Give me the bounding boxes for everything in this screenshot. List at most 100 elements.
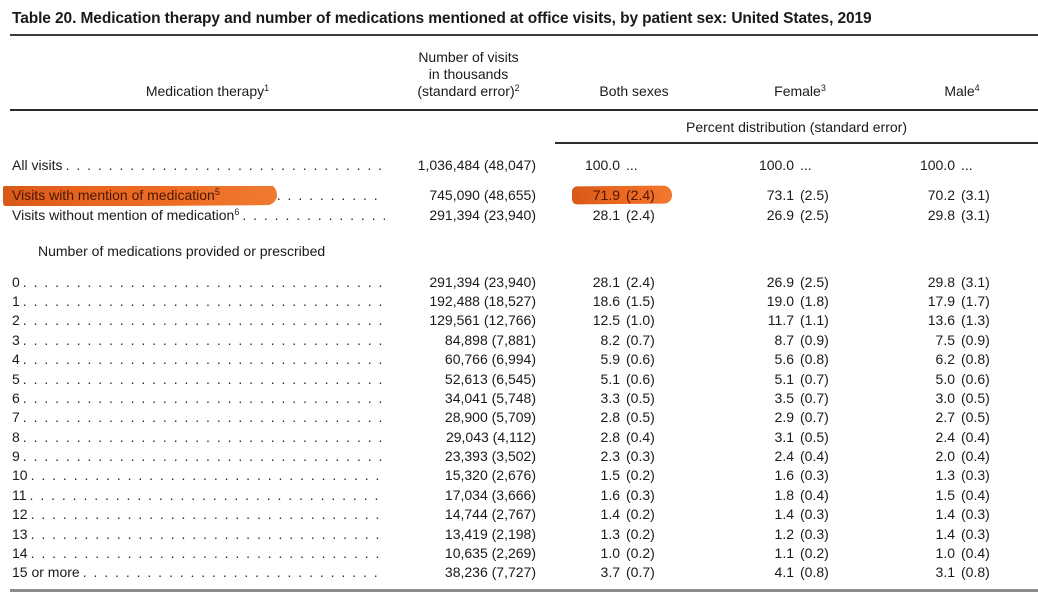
standard-error: (0.7) (626, 564, 655, 581)
row-label: 11 (12, 486, 27, 503)
female-percent-cell: 5.6 (0.8) (672, 350, 846, 369)
col-header-text: Male (944, 83, 975, 99)
percent-value: 5.1 (0.6) (578, 370, 668, 389)
percent-value: 1.5 (0.2) (578, 466, 668, 485)
row-label-cell: 4 (0, 350, 385, 369)
row-label-cell: Number of medications provided or prescr… (0, 242, 385, 261)
value: 1.0 (935, 545, 955, 562)
male-percent-cell: 1.0 (0.4) (846, 544, 1014, 563)
value: 13.6 (927, 312, 955, 329)
value: 1.4 (935, 506, 955, 523)
female-percent-cell: 73.1 (2.5) (672, 186, 846, 205)
percent-value: 1.0 (0.4) (913, 544, 1003, 563)
visits-cell: 15,320 (2,676) (444, 467, 536, 484)
male-percent-cell: 5.0 (0.6) (846, 370, 1014, 389)
standard-error: (0.3) (800, 525, 829, 542)
both-percent-cell: 3.3 (0.5) (540, 389, 672, 408)
table-row: Visits with mention of medication5 745,09… (0, 186, 1038, 205)
percent-value: 5.9 (0.6) (578, 350, 668, 369)
footnote-marker: 1 (264, 83, 270, 93)
table-rows: All visits1,036,484 (48,047)100.0...100.… (0, 156, 1038, 583)
row-label: 14 (12, 545, 28, 562)
row-label-cell: 3 (0, 331, 385, 350)
value: 2.0 (935, 448, 955, 465)
table-row: 6 34,041 (5,748) 3.3 (0.5) 3.5 (0.7) 3.0 (0.5) (0, 389, 1038, 408)
both-percent-cell: 5.9 (0.6) (540, 350, 672, 369)
table-row: 9 23,393 (3,502) 2.3 (0.3) 2.4 (0.4) 2.0 (0.4) (0, 447, 1038, 466)
bottom-rule (10, 588, 1038, 592)
value: 8.7 (774, 331, 794, 348)
percent-value: 3.5 (0.7) (752, 389, 842, 408)
table-row: 11 17,034 (3,666) 1.6 (0.3) 1.8 (0.4) 1.5 (0.4) (0, 486, 1038, 505)
value: 1.3 (935, 467, 955, 484)
standard-error: (0.5) (961, 389, 990, 406)
percent-value: 1.8 (0.4) (752, 486, 842, 505)
visits-cell: 23,393 (3,502) (444, 448, 536, 465)
both-percent-cell: 100.0... (540, 156, 672, 175)
row-label: 10 (12, 467, 28, 484)
value: 19.0 (766, 292, 794, 309)
title-rule (10, 34, 1038, 36)
both-percent-cell: 1.0 (0.2) (540, 544, 672, 563)
col-header-female: Female3 (713, 83, 887, 100)
table-row: 7 28,900 (5,709) 2.8 (0.5) 2.9 (0.7) 2.7 (0.5) (0, 408, 1038, 427)
percent-value: 1.2 (0.3) (752, 525, 842, 544)
value: 28.1 (592, 206, 620, 223)
value: 1.8 (774, 486, 794, 503)
standard-error: (0.4) (961, 448, 990, 465)
standard-error: (0.7) (800, 370, 829, 387)
value: 29.8 (927, 206, 955, 223)
percent-value: 2.0 (0.4) (913, 447, 1003, 466)
row-label: All visits (12, 157, 63, 173)
percent-value: 2.4 (0.4) (752, 447, 842, 466)
dot-leader (20, 447, 385, 466)
footnote-marker: 3 (820, 83, 826, 93)
value: 11.7 (767, 312, 794, 329)
row-label-cell: 10 (0, 466, 385, 485)
value: 1.6 (774, 467, 794, 484)
col-header-medication-therapy: Medication therapy1 (15, 83, 400, 100)
percent-value: 29.8 (3.1) (913, 206, 1003, 225)
standard-error: (1.0) (626, 312, 655, 329)
male-percent-cell: 2.0 (0.4) (846, 447, 1014, 466)
value: 5.1 (600, 370, 620, 387)
table-row: 15 or more 38,236 (7,727) 3.7 (0.7) 4.1 (0.8)… (0, 563, 1038, 582)
standard-error: (2.5) (800, 206, 829, 223)
value: 8.2 (600, 331, 620, 348)
row-label-highlighted: Visits with mention of medication5 (12, 186, 220, 205)
value: 3.1 (774, 428, 794, 445)
percent-value: 11.7 (1.1) (752, 311, 842, 330)
value: 28.1 (592, 273, 620, 290)
row-label-cell: 5 (0, 370, 385, 389)
value: 71.9 (592, 187, 620, 204)
visits-cell: 29,043 (4,112) (445, 428, 536, 445)
row-label-cell: 13 (0, 525, 385, 544)
standard-error: (0.3) (961, 525, 990, 542)
col-header-text: Female (774, 83, 821, 99)
male-percent-cell: 2.7 (0.5) (846, 408, 1014, 427)
standard-error: (0.5) (626, 389, 655, 406)
value: 1.0 (600, 545, 620, 562)
female-percent-cell: 1.6 (0.3) (672, 466, 846, 485)
percent-value: 1.4 (0.3) (752, 505, 842, 524)
both-percent-cell: 1.5 (0.2) (540, 466, 672, 485)
row-label-cell: 12 (0, 505, 385, 524)
value: 2.7 (935, 409, 955, 426)
standard-error: (3.1) (961, 206, 990, 223)
percent-value: 5.0 (0.6) (913, 370, 1003, 389)
column-header-row: Medication therapy1 Number of visits in … (0, 36, 1038, 109)
value: 2.8 (600, 428, 620, 445)
row-label: 13 (12, 525, 28, 542)
table-row: All visits1,036,484 (48,047)100.0...100.… (0, 156, 1038, 175)
percent-value: 6.2 (0.8) (913, 350, 1003, 369)
male-percent-cell: 70.2 (3.1) (846, 186, 1014, 205)
dot-leader (20, 273, 385, 292)
dot-leader (27, 486, 385, 505)
row-label-cell: 6 (0, 389, 385, 408)
visits-cell: 192,488 (18,527) (429, 292, 536, 309)
percent-distribution-label: Percent distribution (standard error) (686, 119, 907, 135)
row-label-cell: 9 (0, 447, 385, 466)
standard-error: (0.6) (961, 370, 990, 387)
standard-error: (0.9) (961, 331, 990, 348)
standard-error: (1.1) (800, 312, 829, 329)
